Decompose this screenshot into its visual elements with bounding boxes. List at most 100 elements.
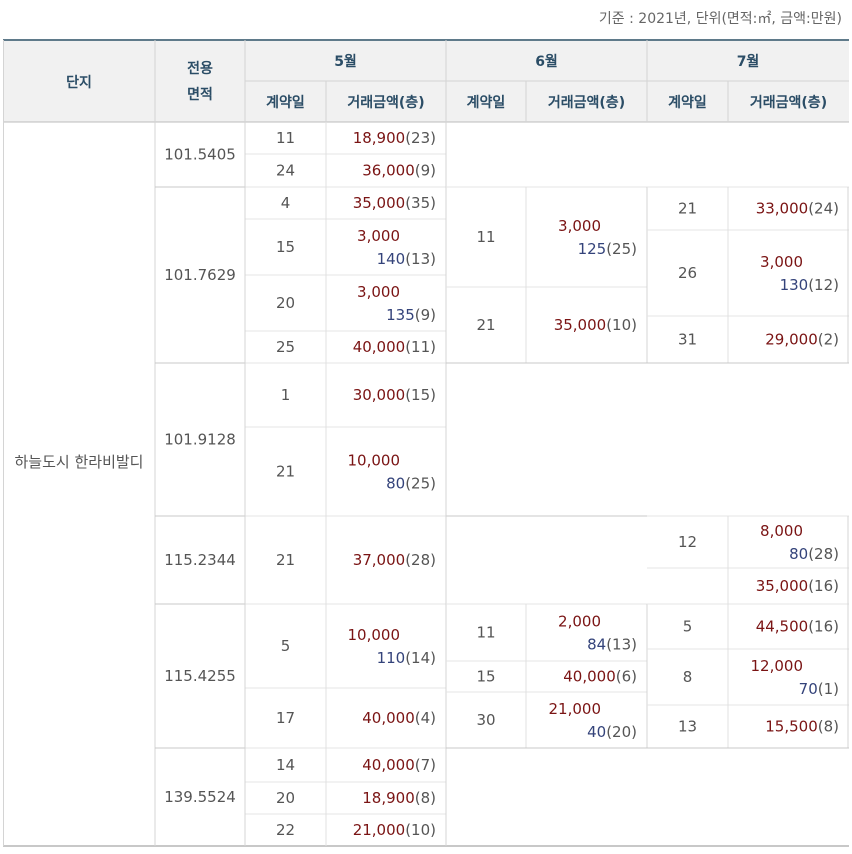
jun-deposit-price: 3,000 [558, 217, 601, 235]
jul-deposit-price: 3,000 [760, 253, 803, 271]
may-contract-day: 11 [276, 129, 295, 147]
may-price-amount: 36,000 [362, 162, 415, 180]
jul-rent-amount: 130 [780, 276, 809, 294]
may-contract-day: 4 [281, 194, 291, 212]
header-month: 7월 [737, 53, 760, 70]
jun-deposit-price: 21,000 [549, 700, 602, 718]
jun-contract-day: 21 [476, 316, 495, 334]
may-contract-day: 15 [276, 238, 295, 256]
may-floor: (4) [415, 709, 436, 727]
jul-monthly-rent: 130(12) [780, 276, 839, 294]
jul-price-amount: 33,000 [756, 200, 809, 218]
jun-deposit-price: 2,000 [558, 613, 601, 631]
header-deal-price: 거래금액(층) [750, 94, 827, 111]
jul-floor: (1) [818, 680, 839, 698]
may-contract-day: 20 [276, 789, 295, 807]
area-value: 115.4255 [164, 667, 236, 685]
jun-monthly-rent: 84(13) [587, 636, 637, 654]
header-deal-price: 거래금액(층) [548, 94, 625, 111]
jul-deposit-price: 8,000 [760, 522, 803, 540]
area-value: 139.5524 [164, 788, 236, 806]
jul-floor: (16) [808, 618, 839, 636]
jul-monthly-rent: 70(1) [799, 680, 839, 698]
may-monthly-rent: 135(9) [386, 306, 436, 324]
may-floor: (11) [405, 338, 436, 356]
jul-floor: (28) [808, 545, 839, 563]
jul-rent-amount: 80 [789, 545, 808, 563]
jul-price-amount: 44,500 [756, 618, 809, 636]
jul-floor: (2) [818, 331, 839, 349]
unit-note: 기준 : 2021년, 단위(면적:㎡, 금액:만원) [598, 11, 842, 27]
may-deal-price: 35,000(35) [353, 194, 436, 212]
jul-deal-price: 15,500(8) [765, 718, 839, 736]
jul-contract-day: 8 [683, 668, 693, 686]
header-deal-price: 거래금액(층) [347, 94, 424, 111]
may-floor: (25) [405, 475, 436, 493]
may-floor: (7) [415, 756, 436, 774]
jul-deal-price: 33,000(24) [756, 200, 839, 218]
may-contract-day: 5 [281, 637, 291, 655]
may-floor: (13) [405, 250, 436, 268]
jun-rent-amount: 125 [578, 240, 607, 258]
may-monthly-rent: 140(13) [377, 250, 436, 268]
jun-price-amount: 40,000 [563, 668, 616, 686]
jul-floor: (16) [808, 577, 839, 595]
area-value: 101.9128 [164, 431, 236, 449]
header-contract-date: 계약일 [668, 94, 707, 111]
may-contract-day: 21 [276, 463, 295, 481]
may-deal-price: 21,000(10) [353, 821, 436, 839]
jul-floor: (8) [818, 718, 839, 736]
may-deal-price: 37,000(28) [353, 551, 436, 569]
jun-floor: (10) [606, 316, 637, 334]
may-floor: (28) [405, 551, 436, 569]
jul-floor: (12) [808, 276, 839, 294]
may-price-amount: 40,000 [362, 756, 415, 774]
jul-deposit-price: 12,000 [751, 657, 804, 675]
jun-floor: (25) [606, 240, 637, 258]
jul-monthly-rent: 80(28) [789, 545, 839, 563]
jul-price-amount: 35,000 [756, 577, 809, 595]
may-price-amount: 37,000 [353, 551, 406, 569]
may-floor: (15) [405, 386, 436, 404]
header-area: 면적 [187, 86, 213, 103]
may-rent-amount: 135 [386, 306, 415, 324]
may-contract-day: 14 [276, 756, 295, 774]
may-deposit-price: 10,000 [348, 626, 401, 644]
may-deposit-price: 10,000 [348, 452, 401, 470]
transaction-table: 단지 전용 면적 5월 6월 7월 계약일 거래금액(층) 계약일 거래금액(층) 계약일 거래금액(… [3, 39, 849, 847]
jun-price-amount: 35,000 [554, 316, 607, 334]
may-rent-amount: 110 [377, 649, 406, 667]
may-monthly-rent: 80(25) [386, 475, 436, 493]
header-month: 6월 [535, 53, 558, 70]
jul-contract-day: 5 [683, 618, 693, 636]
may-floor: (35) [405, 194, 436, 212]
area-value: 115.2344 [164, 551, 236, 569]
may-deal-price: 40,000(11) [353, 338, 436, 356]
may-price-amount: 18,900 [353, 129, 406, 147]
jun-contract-day: 11 [476, 228, 495, 246]
may-price-amount: 18,900 [362, 789, 415, 807]
jun-rent-amount: 84 [587, 636, 606, 654]
may-deposit-price: 3,000 [357, 227, 400, 245]
may-contract-day: 1 [281, 386, 291, 404]
may-contract-day: 25 [276, 338, 295, 356]
may-price-amount: 40,000 [353, 338, 406, 356]
may-contract-day: 21 [276, 551, 295, 569]
jul-contract-day: 12 [678, 533, 697, 551]
may-deal-price: 30,000(15) [353, 386, 436, 404]
jul-deal-price: 29,000(2) [765, 331, 839, 349]
may-floor: (14) [405, 649, 436, 667]
jun-contract-day: 15 [476, 668, 495, 686]
jul-contract-day: 21 [678, 200, 697, 218]
jul-rent-amount: 70 [799, 680, 818, 698]
jul-contract-day: 31 [678, 331, 697, 349]
may-price-amount: 21,000 [353, 821, 406, 839]
jun-monthly-rent: 40(20) [587, 723, 637, 741]
jun-floor: (6) [616, 668, 637, 686]
jun-contract-day: 11 [476, 624, 495, 642]
header-contract-date: 계약일 [467, 94, 506, 111]
may-floor: (23) [405, 129, 436, 147]
jul-deal-price: 35,000(16) [756, 577, 839, 595]
may-rent-amount: 140 [377, 250, 406, 268]
